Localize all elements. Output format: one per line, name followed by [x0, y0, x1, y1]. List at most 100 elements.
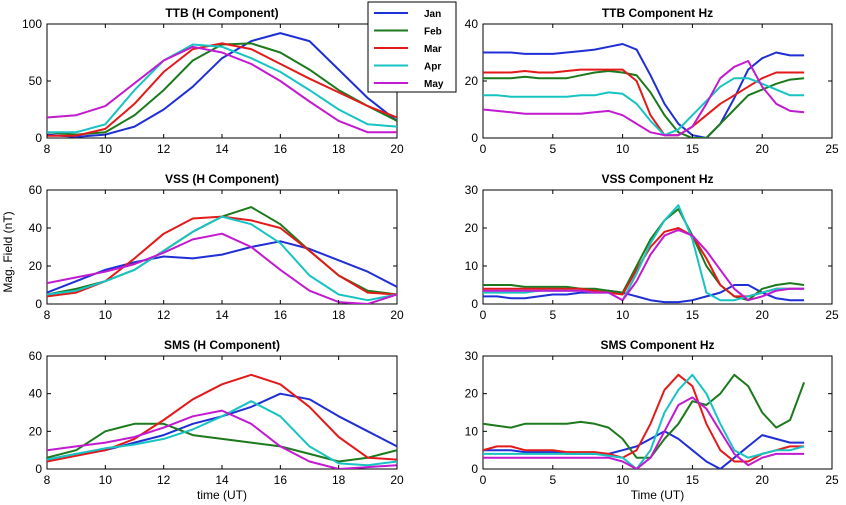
series-group	[47, 206, 397, 304]
x-tick-label: 12	[157, 308, 171, 322]
series-line-feb	[483, 373, 806, 459]
series-line-mar	[483, 373, 805, 463]
legend-item-feb: Feb	[374, 27, 442, 38]
series-group	[483, 373, 806, 469]
x-tick-label: 14	[215, 473, 229, 487]
legend-item-jan: Jan	[374, 9, 441, 20]
y-tick-label: 0	[471, 462, 478, 476]
x-tick-label: 15	[686, 308, 700, 322]
x-tick-label: 5	[549, 142, 556, 156]
x-tick-label: 10	[616, 308, 630, 322]
y-tick-label: 20	[29, 259, 43, 273]
legend-label: Mar	[424, 44, 442, 55]
chart-sms-h: 8 10 12 14 16 18 20 0 20 40 60 SMS (H Component) tim…	[29, 338, 404, 502]
x-tick-label: 18	[332, 142, 346, 156]
chart-sms-z: 0 5 10 15 20 25 0 10 20 30 SMS Component Hz Time (U…	[465, 338, 839, 502]
chart-title: SMS Component Hz	[601, 338, 715, 352]
chart-vss-h: 8 10 12 14 16 18 20 0 20 40 60 VSS (H Component)	[29, 172, 404, 322]
x-tick-label: 10	[616, 473, 630, 487]
legend-label: Jan	[424, 9, 441, 20]
x-tick-label: 20	[390, 308, 404, 322]
x-axis-label: Time (UT)	[631, 488, 685, 502]
series-line-jan	[47, 240, 397, 294]
figure-ylabel: Mag. Field (nT)	[1, 211, 15, 292]
series-line-mar	[483, 68, 805, 137]
x-tick-label: 0	[480, 473, 487, 487]
x-tick-label: 10	[616, 142, 630, 156]
y-tick-label: 0	[471, 297, 478, 311]
y-tick-label: 40	[465, 17, 479, 31]
x-tick-label: 18	[332, 308, 346, 322]
series-line-feb	[483, 70, 805, 138]
y-tick-label: 20	[465, 221, 479, 235]
y-tick-label: 0	[471, 131, 478, 145]
y-tick-label: 30	[465, 349, 479, 363]
series-line-apr	[47, 43, 397, 134]
series-group	[483, 204, 805, 304]
legend-label: May	[424, 79, 444, 90]
y-tick-label: 0	[35, 131, 42, 145]
y-tick-label: 100	[22, 17, 42, 31]
x-axis-label: time (UT)	[197, 488, 247, 502]
x-tick-label: 10	[99, 473, 113, 487]
series-group	[483, 43, 805, 138]
y-tick-label: 20	[465, 387, 479, 401]
plot-area	[46, 189, 398, 305]
series-line-mar	[47, 42, 397, 137]
y-tick-label: 60	[29, 183, 43, 197]
series-line-may	[47, 45, 397, 134]
x-tick-label: 8	[44, 142, 51, 156]
series-line-may	[483, 60, 805, 137]
y-tick-label: 40	[29, 221, 43, 235]
chart-vss-z: 0 5 10 15 20 25 0 10 20 30 VSS Component Hz	[465, 172, 839, 322]
legend-label: Feb	[424, 27, 442, 38]
y-tick-label: 30	[465, 183, 479, 197]
y-tick-label: 0	[35, 297, 42, 311]
x-tick-label: 0	[480, 142, 487, 156]
x-tick-label: 20	[390, 142, 404, 156]
x-tick-label: 12	[157, 142, 171, 156]
chart-ttb-h: 8 10 12 14 16 18 20 0 50 100 TTB (H Component)	[22, 6, 404, 156]
series-line-jan	[483, 430, 805, 469]
plot-area	[46, 23, 398, 139]
series-line-apr	[47, 400, 397, 467]
x-tick-label: 15	[686, 142, 700, 156]
series-line-may	[483, 228, 805, 302]
x-tick-label: 25	[825, 308, 839, 322]
x-tick-label: 5	[549, 308, 556, 322]
y-tick-label: 60	[29, 349, 43, 363]
x-tick-label: 14	[215, 308, 229, 322]
series-line-feb	[483, 208, 805, 302]
x-tick-label: 25	[825, 473, 839, 487]
series-line-may	[47, 409, 397, 469]
series-line-mar	[47, 373, 397, 463]
legend-label: Apr	[424, 62, 441, 73]
x-tick-label: 12	[157, 473, 171, 487]
x-tick-label: 16	[274, 308, 288, 322]
x-tick-label: 10	[99, 308, 113, 322]
legend-item-may: May	[374, 79, 444, 90]
x-tick-label: 16	[274, 142, 288, 156]
y-tick-label: 0	[35, 462, 42, 476]
legend-item-mar: Mar	[374, 44, 442, 55]
x-tick-label: 5	[549, 473, 556, 487]
chart-ttb-z: 0 5 10 15 20 25 0 20 40 TTB Component Hz	[465, 6, 839, 156]
x-tick-label: 10	[99, 142, 113, 156]
series-line-apr	[483, 77, 805, 137]
series-line-may	[483, 396, 805, 469]
y-tick-label: 50	[29, 74, 43, 88]
x-tick-label: 14	[215, 142, 229, 156]
chart-title: VSS Component Hz	[601, 172, 713, 186]
y-tick-label: 20	[29, 424, 43, 438]
legend-item-apr: Apr	[374, 62, 441, 73]
y-tick-label: 20	[465, 74, 479, 88]
y-tick-label: 40	[29, 387, 43, 401]
y-tick-label: 10	[465, 259, 479, 273]
x-tick-label: 20	[756, 473, 770, 487]
chart-title: SMS (H Component)	[164, 338, 280, 352]
series-line-feb	[47, 42, 397, 136]
series-line-apr	[47, 215, 397, 302]
x-tick-label: 8	[44, 308, 51, 322]
